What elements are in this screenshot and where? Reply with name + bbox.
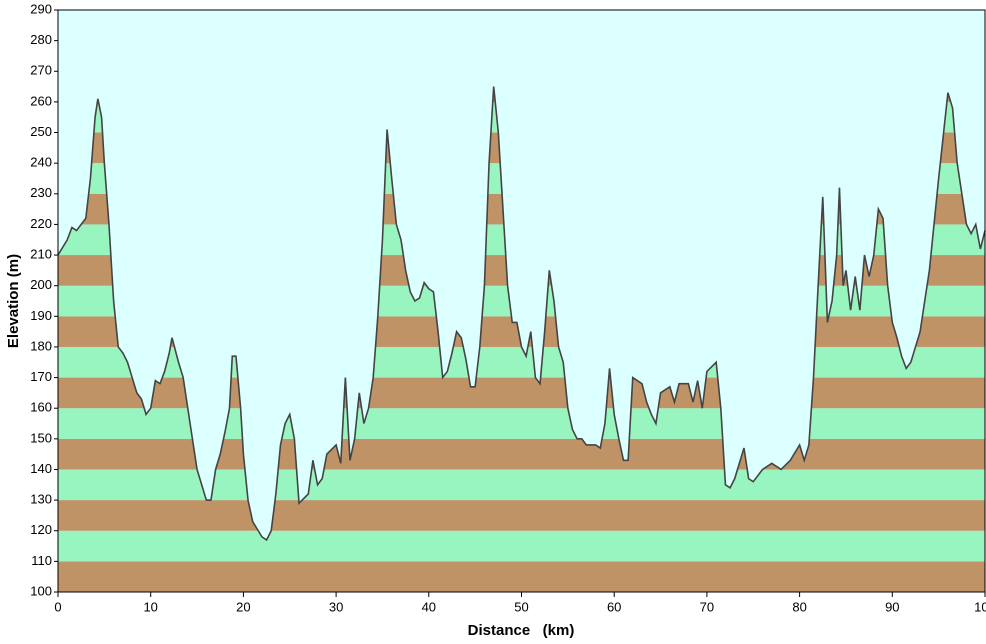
x-tick-label: 10 [143,599,157,614]
y-tick-label: 180 [30,338,52,353]
band [58,500,985,531]
y-axis-title: Elevation (m) [5,254,22,348]
x-tick-label: 90 [885,599,899,614]
y-tick-label: 100 [30,583,52,598]
elevation-line [57,86,986,542]
y-tick-label: 140 [30,461,52,476]
y-tick-label: 200 [30,277,52,292]
y-tick-label: 170 [30,369,52,384]
band [58,561,985,592]
x-tick-label: 80 [792,599,806,614]
y-tick-label: 190 [30,308,52,323]
y-tick-label: 120 [30,522,52,537]
y-tick-label: 290 [30,1,52,16]
y-tick-label: 240 [30,155,52,170]
x-tick-label: 0 [54,599,61,614]
x-tick-label: 100 [974,599,986,614]
x-tick-label: 30 [329,599,343,614]
y-tick-label: 220 [30,216,52,231]
y-tick-label: 260 [30,93,52,108]
y-tick-label: 160 [30,400,52,415]
x-tick-label: 40 [422,599,436,614]
y-tick-label: 110 [31,553,52,568]
x-tick-label: 50 [514,599,528,614]
y-tick-label: 250 [30,124,52,139]
y-tick-label: 230 [30,185,52,200]
y-tick-label: 130 [30,492,52,507]
x-axis-title: Distance (km) [468,622,575,639]
y-tick-label: 210 [30,246,52,261]
x-tick-label: 70 [700,599,714,614]
x-tick-label: 20 [236,599,250,614]
band [58,530,985,562]
y-tick-label: 270 [30,63,52,78]
band [58,469,985,501]
y-tick-label: 150 [30,430,52,445]
x-tick-label: 60 [607,599,621,614]
y-tick-label: 280 [30,32,52,47]
